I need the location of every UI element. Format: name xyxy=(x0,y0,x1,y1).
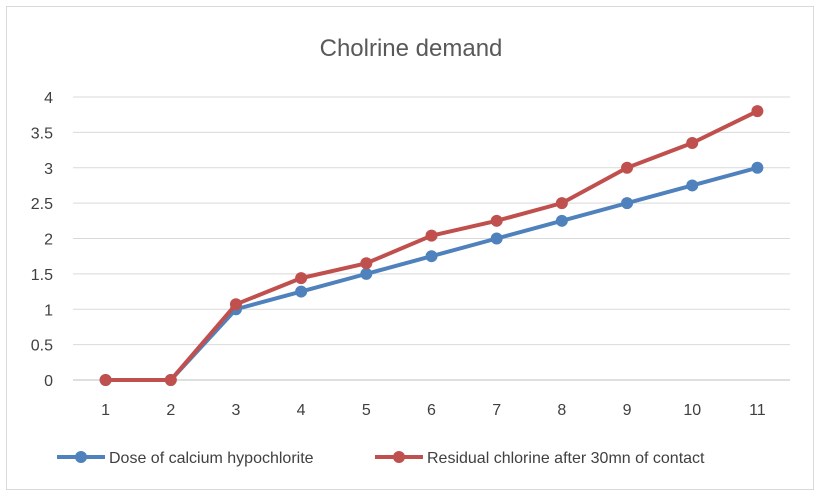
data-point xyxy=(164,374,177,386)
legend-item: Dose of calcium hypochlorite xyxy=(57,450,314,467)
y-tick-label: 2 xyxy=(44,232,53,249)
y-tick-label: 1.5 xyxy=(31,267,53,284)
y-tick-label: 1 xyxy=(44,302,53,319)
data-point xyxy=(686,136,699,149)
data-point xyxy=(751,161,764,174)
x-tick-label: 1 xyxy=(101,402,110,419)
x-tick-label: 3 xyxy=(232,402,241,419)
data-point xyxy=(295,272,308,285)
y-tick-label: 3 xyxy=(44,161,53,178)
gridlines xyxy=(73,96,790,381)
data-point xyxy=(490,232,503,245)
data-point xyxy=(295,285,308,298)
x-tick-label: 7 xyxy=(492,402,501,419)
data-point xyxy=(360,257,373,270)
legend-marker xyxy=(393,451,405,463)
chart-frame xyxy=(6,6,814,490)
x-tick-label: 2 xyxy=(166,402,175,419)
data-point xyxy=(621,197,634,210)
data-point xyxy=(229,298,242,311)
data-point xyxy=(555,197,568,210)
legend-marker xyxy=(75,451,87,463)
data-point xyxy=(425,250,438,263)
data-point xyxy=(751,105,764,118)
data-point xyxy=(360,267,373,280)
y-tick-label: 0.5 xyxy=(31,338,53,355)
y-axis-ticks: 0 0.5 1 1.5 2 2.5 3 3.5 4 xyxy=(31,90,53,390)
series-2 xyxy=(99,105,764,386)
series-lines xyxy=(99,105,764,386)
data-point xyxy=(621,161,634,174)
legend-item: Residual chlorine after 30mn of contact xyxy=(375,450,705,467)
y-tick-label: 0 xyxy=(44,373,53,390)
y-tick-label: 4 xyxy=(44,90,53,107)
x-tick-label: 11 xyxy=(749,402,766,419)
y-tick-label: 3.5 xyxy=(31,125,53,142)
x-tick-label: 6 xyxy=(427,402,436,419)
data-point xyxy=(425,229,438,242)
data-point xyxy=(490,214,503,227)
x-axis-ticks: 1 2 3 4 5 6 7 8 9 10 11 xyxy=(101,402,766,419)
x-tick-label: 9 xyxy=(623,402,632,419)
data-point xyxy=(555,214,568,227)
x-tick-label: 10 xyxy=(683,402,701,419)
x-tick-label: 8 xyxy=(557,402,566,419)
series-line xyxy=(103,109,760,382)
legend-label: Residual chlorine after 30mn of contact xyxy=(427,450,705,467)
data-point xyxy=(99,374,112,386)
chart-title: Cholrine demand xyxy=(320,35,503,62)
x-tick-label: 4 xyxy=(297,402,306,419)
data-point xyxy=(686,179,699,192)
legend-label: Dose of calcium hypochlorite xyxy=(109,450,314,467)
legend: Dose of calcium hypochlorite Residual chl… xyxy=(57,450,705,467)
y-tick-label: 2.5 xyxy=(31,196,53,213)
x-tick-label: 5 xyxy=(362,402,371,419)
